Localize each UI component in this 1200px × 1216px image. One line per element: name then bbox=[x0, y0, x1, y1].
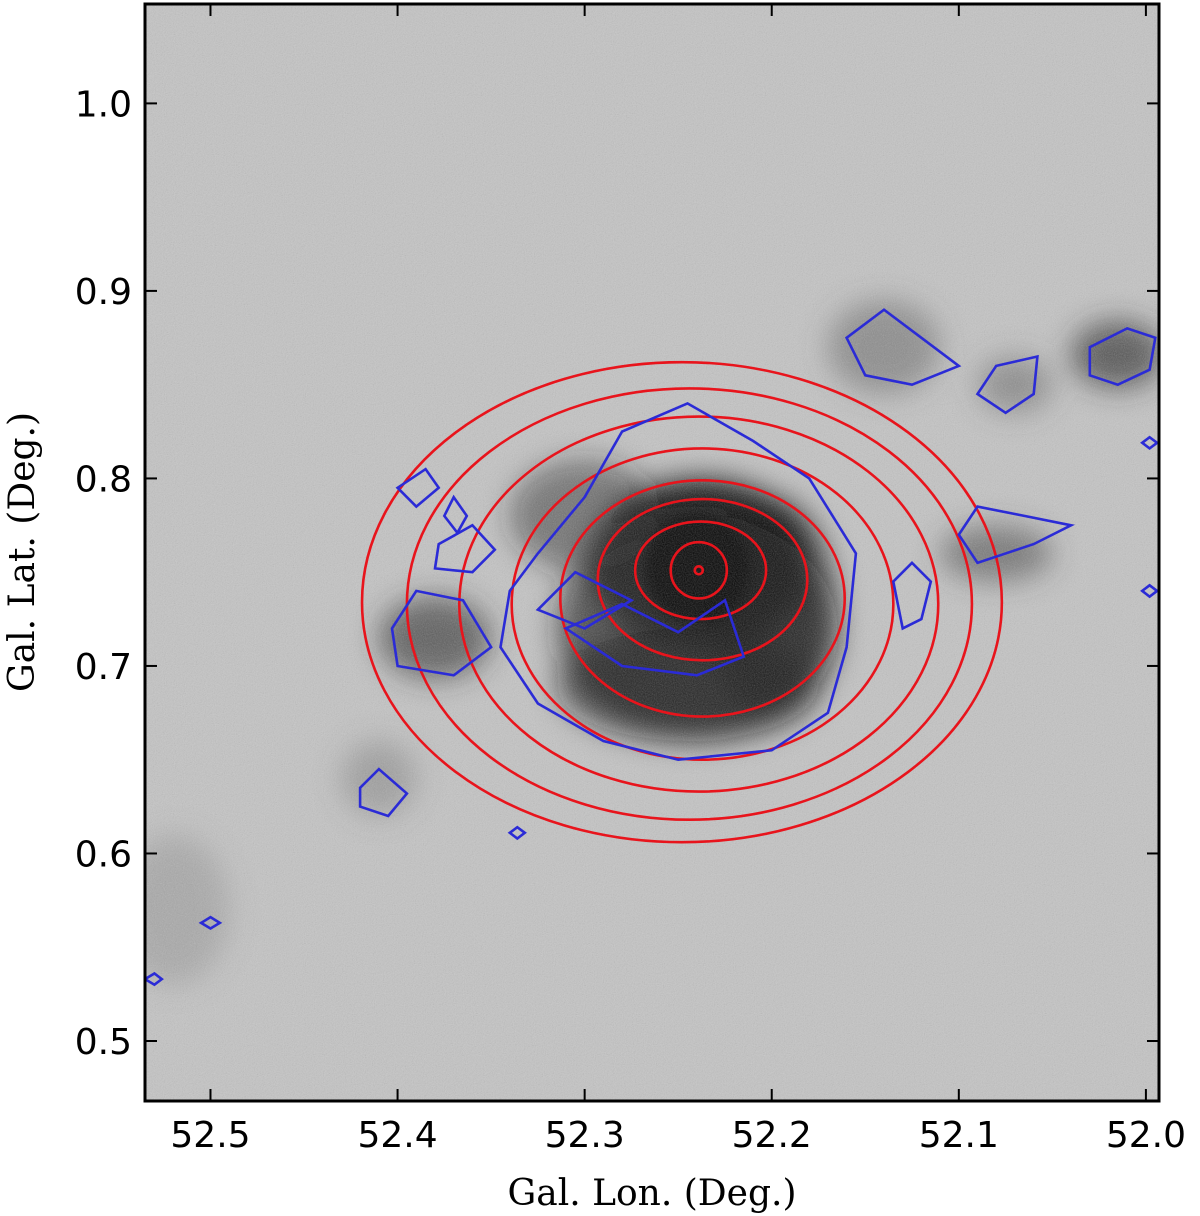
blue-contour bbox=[433, 523, 497, 574]
x-axis-label: Gal. Lon. (Deg.) bbox=[507, 1173, 796, 1214]
blue-contour bbox=[507, 825, 527, 841]
red-contour bbox=[633, 520, 768, 621]
blue-contour bbox=[891, 560, 933, 631]
plot-frame bbox=[143, 2, 1161, 1103]
axis-ticks: 52.5 52.4 52.3 52.2 52.1 52.0 0.5 0.6 0.7 0.8 0.9 1… bbox=[75, 4, 1186, 1156]
x-tick-label: 52.1 bbox=[919, 1115, 999, 1156]
blue-contour bbox=[957, 505, 1076, 565]
blue-contour bbox=[499, 401, 858, 762]
blue-contour bbox=[1140, 583, 1159, 599]
x-tick-label: 52.3 bbox=[545, 1115, 625, 1156]
blue-contour bbox=[563, 598, 746, 677]
red-contour bbox=[510, 447, 895, 762]
y-tick-label: 0.7 bbox=[75, 647, 132, 688]
contour-layer bbox=[145, 308, 1159, 987]
y-tick-label: 1.0 bbox=[75, 84, 132, 125]
blue-contour bbox=[198, 915, 223, 931]
blue-contour bbox=[145, 971, 164, 987]
blue-contour bbox=[358, 767, 409, 818]
red-contour bbox=[669, 540, 729, 600]
blue-contour bbox=[1088, 326, 1157, 387]
y-tick-label: 0.5 bbox=[75, 1022, 132, 1063]
blue-contour bbox=[535, 570, 635, 630]
y-tick-label: 0.9 bbox=[75, 272, 132, 313]
blue-contour bbox=[395, 467, 441, 509]
red-contour bbox=[559, 479, 846, 718]
red-contour bbox=[458, 415, 940, 793]
y-tick-label: 0.6 bbox=[75, 834, 132, 875]
noise-overlay bbox=[145, 4, 1159, 1101]
red-contour bbox=[693, 565, 705, 576]
red-contour bbox=[360, 360, 1004, 844]
x-tick-label: 52.0 bbox=[1106, 1115, 1186, 1156]
blue-contour bbox=[390, 589, 493, 677]
y-axis-label: Gal. Lat. (Deg.) bbox=[2, 412, 43, 692]
blue-contour bbox=[844, 308, 962, 387]
x-tick-label: 52.2 bbox=[732, 1115, 812, 1156]
x-tick-label: 52.5 bbox=[170, 1115, 250, 1156]
blue-contour bbox=[442, 494, 469, 536]
red-contour bbox=[596, 497, 809, 662]
blue-contour bbox=[975, 354, 1039, 415]
x-tick-label: 52.4 bbox=[357, 1115, 437, 1156]
y-tick-label: 0.8 bbox=[75, 459, 132, 500]
blue-contour bbox=[1140, 435, 1159, 451]
